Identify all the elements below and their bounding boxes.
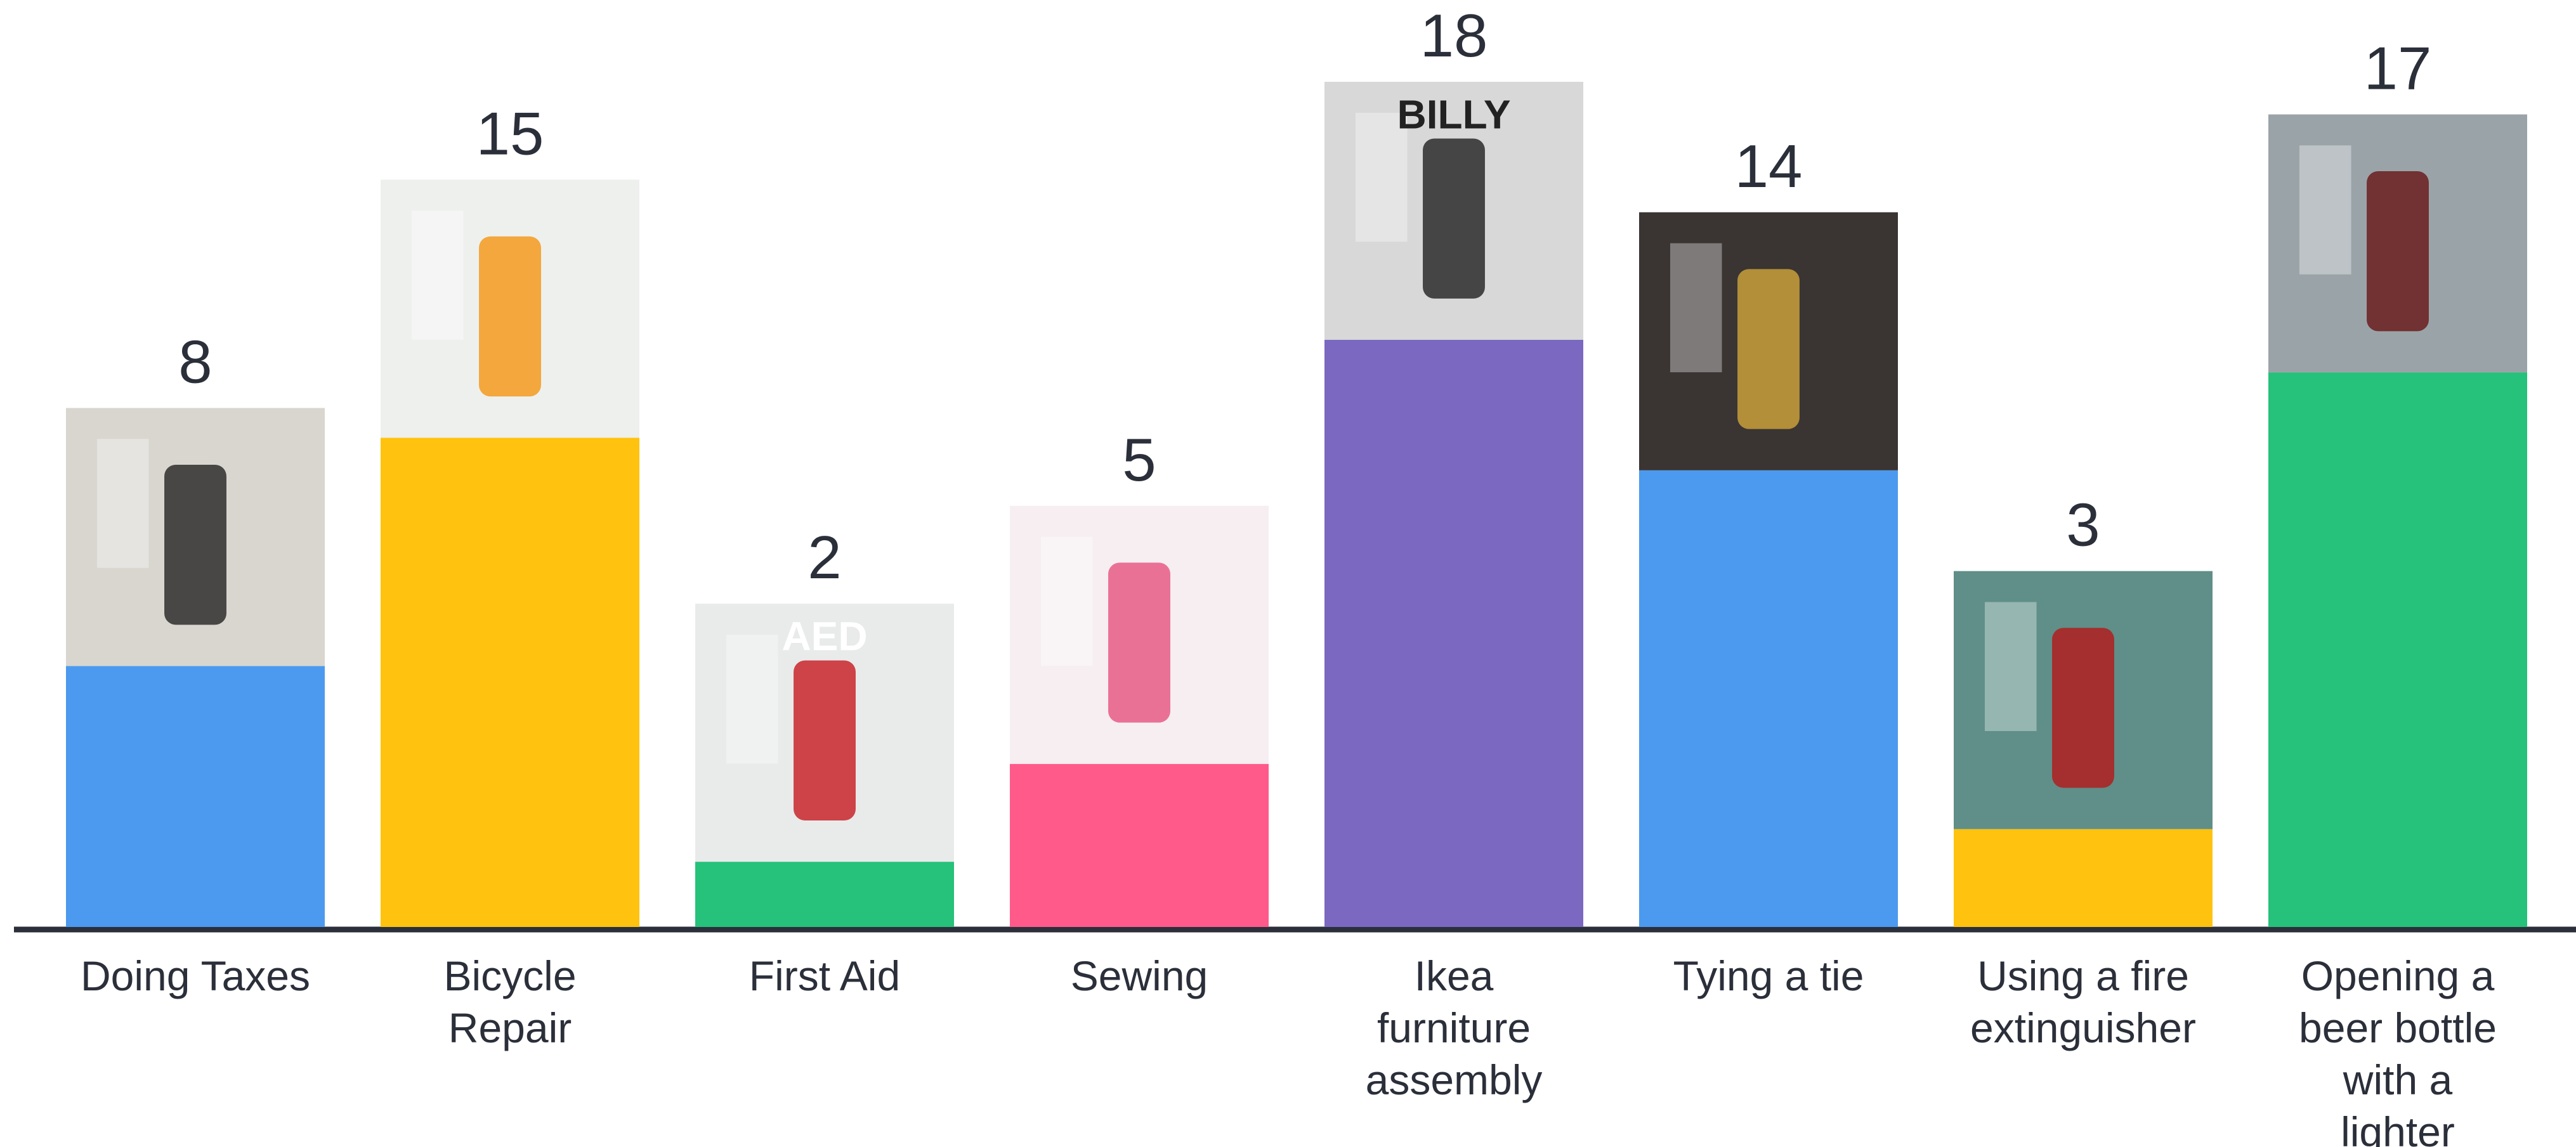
category-tick-label-line: Repair [448,1004,572,1051]
photo-subject-shape [479,236,541,397]
category-tick-label-line: beer bottle [2299,1004,2497,1051]
category-tick-label: Ikea furniture assembly [1366,952,1543,1103]
photo-highlight-shape [1355,112,1408,242]
category-tick-label: First Aid [749,952,900,999]
bar-group: 15 Bicycle Repair [381,100,639,1051]
billy-instructions-hardware-photo: BILLY [1324,82,1583,340]
category-tick-label: Using a fire extinguisher [1970,952,2196,1051]
fire-extinguisher-on-wall-photo [1954,571,2213,829]
data-label: 5 [1122,426,1156,494]
category-tick-label-line: Bicycle [443,952,576,999]
category-tick-label-line: Ikea [1415,952,1494,999]
bar [381,437,639,927]
photo-subject-shape [1108,562,1170,723]
neckties-rack-photo [1639,212,1898,470]
photo-printed-text: BILLY [1397,91,1511,137]
bar-group: 14 Tying a tie [1639,133,1898,999]
bar [695,862,954,927]
photo-highlight-shape [411,211,464,340]
data-label: 8 [178,328,212,396]
data-label: 17 [2364,34,2432,102]
beer-bottles-city-photo [2268,114,2527,373]
photo-highlight-shape [1670,243,1722,373]
data-label: 2 [807,524,841,592]
man-repairing-bicycle-wheel-photo [381,179,639,438]
category-tick-label-line: lighter [2341,1108,2455,1147]
bar-group: BILLY 18 Ikea furniture assembly [1324,2,1583,1103]
bar [66,666,325,927]
bar-group: 8 Doing Taxes [66,328,325,999]
photo-subject-shape [2367,171,2429,332]
category-tick-label-line: Sewing [1071,952,1208,999]
photo-highlight-shape [96,439,149,568]
category-tick-label: Doing Taxes [81,952,310,999]
bar [1954,829,2213,927]
bar [1010,763,1269,927]
tax-forms-calculator-photo [66,408,325,666]
data-label: 14 [1735,133,1803,200]
photo-highlight-shape [726,634,778,764]
category-tick-label-line: with a [2343,1056,2453,1103]
bar [1639,470,1898,927]
category-tick-label-line: extinguisher [1970,1004,2196,1051]
data-label: 15 [476,100,544,167]
pincushion-photo [1010,505,1269,764]
category-tick-label-line: furniture [1377,1004,1531,1051]
category-tick-label-line: assembly [1366,1056,1543,1103]
category-tick-label: Opening a beer bottle with a lighter [2299,952,2497,1147]
photo-printed-text: AED [781,613,867,659]
category-tick-label-line: Tying a tie [1673,952,1864,999]
photo-highlight-shape [1040,536,1093,666]
category-tick-label-line: First Aid [749,952,900,999]
category-tick-label: Bicycle Repair [443,952,576,1051]
photo-subject-shape [164,464,226,625]
category-tick-label-line: Doing Taxes [81,952,310,999]
photo-subject-shape [1423,138,1485,299]
data-label: 18 [1420,2,1488,70]
category-tick-label: Sewing [1071,952,1208,999]
aed-cabinet-photo: AED [695,604,954,862]
data-label: 3 [2066,491,2100,559]
bar-group: AED 2 First Aid [695,524,954,999]
bar [2268,372,2527,927]
bar-group: 3 Using a fire extinguisher [1954,491,2213,1051]
photo-subject-shape [2052,628,2114,788]
photo-highlight-shape [2299,145,2351,275]
category-tick-label-line: Opening a [2301,952,2495,999]
category-tick-label-line: Using a fire [1977,952,2189,999]
photo-subject-shape [794,660,856,820]
bar-group: 17 Opening a beer bottle with a lighter [2268,34,2527,1147]
photo-subject-shape [1737,269,1800,429]
photo-highlight-shape [1984,602,2037,732]
bar-group: 5 Sewing [1010,426,1269,999]
category-tick-label: Tying a tie [1673,952,1864,999]
bar [1324,340,1583,927]
